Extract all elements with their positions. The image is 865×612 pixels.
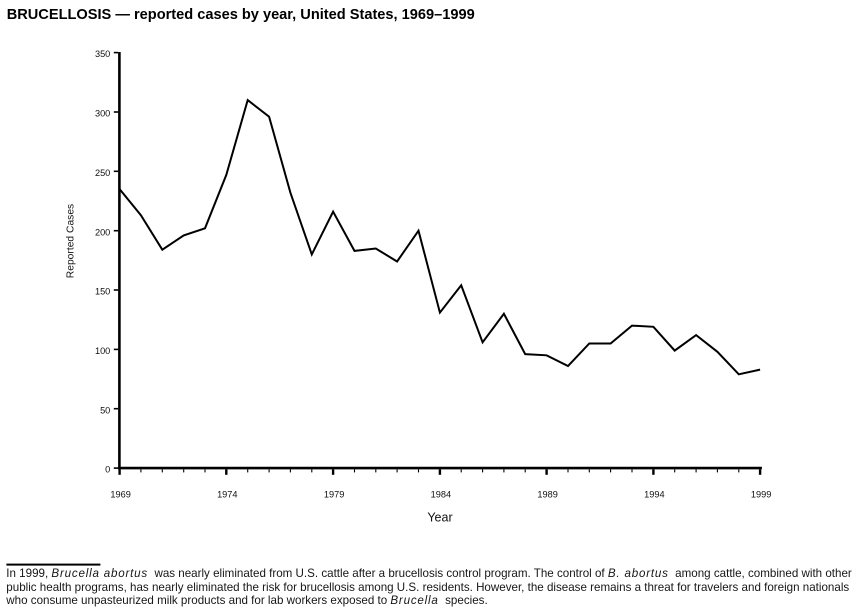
svg-text:Reported Cases: Reported Cases <box>66 204 77 278</box>
svg-text:1984: 1984 <box>431 489 451 499</box>
svg-text:Year: Year <box>427 511 452 525</box>
svg-text:250: 250 <box>95 168 110 178</box>
svg-text:200: 200 <box>95 227 110 237</box>
svg-text:1999: 1999 <box>751 489 771 499</box>
svg-text:0: 0 <box>105 465 110 475</box>
svg-text:350: 350 <box>95 49 110 59</box>
svg-text:1974: 1974 <box>217 489 237 499</box>
svg-text:50: 50 <box>100 405 110 415</box>
svg-text:1989: 1989 <box>537 489 557 499</box>
svg-text:300: 300 <box>95 109 110 119</box>
svg-text:100: 100 <box>95 346 110 356</box>
svg-text:1979: 1979 <box>324 489 344 499</box>
svg-text:1994: 1994 <box>644 489 664 499</box>
svg-text:150: 150 <box>95 287 110 297</box>
svg-text:1969: 1969 <box>110 489 130 499</box>
